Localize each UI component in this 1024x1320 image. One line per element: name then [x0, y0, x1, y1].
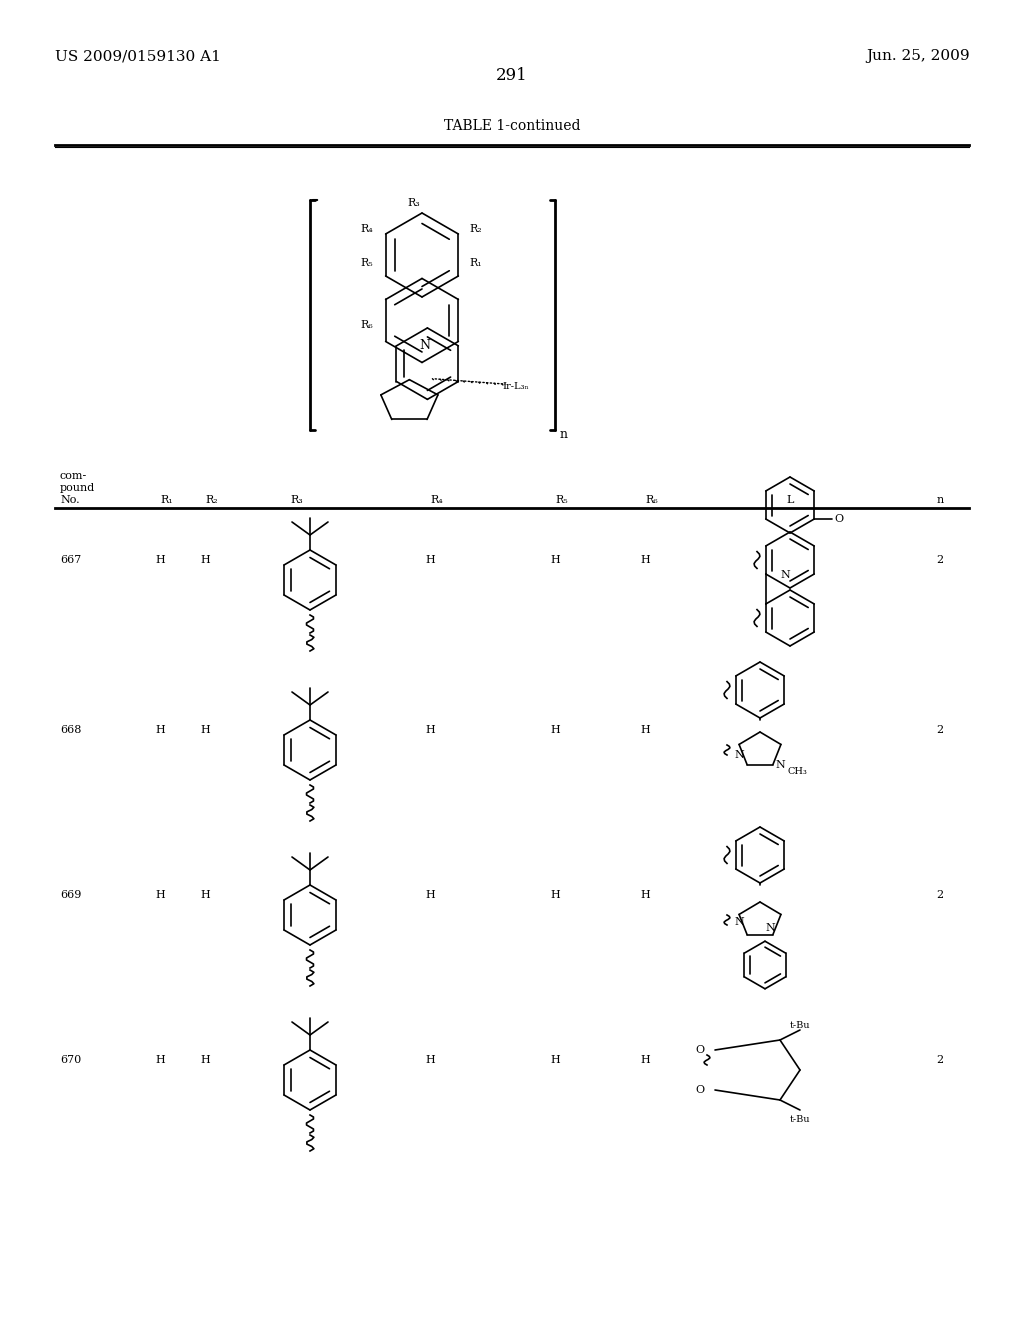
- Text: 2: 2: [936, 1055, 943, 1065]
- Text: H: H: [155, 725, 165, 735]
- Text: 670: 670: [60, 1055, 81, 1065]
- Text: TABLE 1-continued: TABLE 1-continued: [443, 119, 581, 133]
- Text: N: N: [775, 760, 784, 770]
- Text: 2: 2: [936, 554, 943, 565]
- Text: R₃: R₃: [290, 495, 303, 506]
- Text: n: n: [560, 429, 568, 441]
- Text: H: H: [425, 725, 435, 735]
- Text: com-: com-: [60, 471, 87, 480]
- Text: t-Bu: t-Bu: [790, 1115, 810, 1125]
- Text: H: H: [550, 554, 560, 565]
- Text: O: O: [696, 1085, 705, 1096]
- Text: H: H: [425, 890, 435, 900]
- Text: N: N: [734, 750, 743, 760]
- Text: 667: 667: [60, 554, 81, 565]
- Text: L: L: [786, 495, 794, 506]
- Text: H: H: [155, 1055, 165, 1065]
- Text: H: H: [640, 554, 650, 565]
- Text: US 2009/0159130 A1: US 2009/0159130 A1: [55, 49, 221, 63]
- Text: N: N: [420, 339, 430, 352]
- Text: H: H: [155, 890, 165, 900]
- Text: H: H: [155, 554, 165, 565]
- Text: H: H: [550, 890, 560, 900]
- Text: Ir-L₃ₙ: Ir-L₃ₙ: [503, 381, 529, 391]
- Text: R₁: R₁: [469, 259, 481, 268]
- Text: 2: 2: [936, 725, 943, 735]
- Text: n: n: [936, 495, 944, 506]
- Text: R₂: R₂: [205, 495, 218, 506]
- Text: No.: No.: [60, 495, 80, 506]
- Text: N: N: [765, 923, 775, 933]
- Text: H: H: [200, 1055, 210, 1065]
- Text: N: N: [734, 917, 743, 927]
- Text: R₆: R₆: [645, 495, 657, 506]
- Text: H: H: [640, 725, 650, 735]
- Text: pound: pound: [60, 483, 95, 492]
- Text: H: H: [425, 1055, 435, 1065]
- Text: H: H: [550, 725, 560, 735]
- Text: R₄: R₄: [360, 224, 373, 234]
- Text: R₅: R₅: [360, 259, 373, 268]
- Text: H: H: [200, 725, 210, 735]
- Text: 2: 2: [936, 890, 943, 900]
- Text: H: H: [640, 890, 650, 900]
- Text: H: H: [200, 890, 210, 900]
- Text: t-Bu: t-Bu: [790, 1020, 810, 1030]
- Text: R₄: R₄: [430, 495, 442, 506]
- Text: O: O: [696, 1045, 705, 1055]
- Text: R₃: R₃: [408, 198, 421, 209]
- Text: H: H: [425, 554, 435, 565]
- Text: R₅: R₅: [555, 495, 567, 506]
- Text: R₂: R₂: [469, 224, 481, 234]
- Text: H: H: [640, 1055, 650, 1065]
- Text: 669: 669: [60, 890, 81, 900]
- Text: Jun. 25, 2009: Jun. 25, 2009: [866, 49, 970, 63]
- Text: CH₃: CH₃: [788, 767, 808, 776]
- Text: R₆: R₆: [360, 319, 373, 330]
- Text: 668: 668: [60, 725, 81, 735]
- Text: H: H: [550, 1055, 560, 1065]
- Text: H: H: [200, 554, 210, 565]
- Text: N: N: [780, 570, 790, 581]
- Text: O: O: [835, 513, 844, 524]
- Text: R₁: R₁: [160, 495, 173, 506]
- Text: 291: 291: [496, 67, 528, 84]
